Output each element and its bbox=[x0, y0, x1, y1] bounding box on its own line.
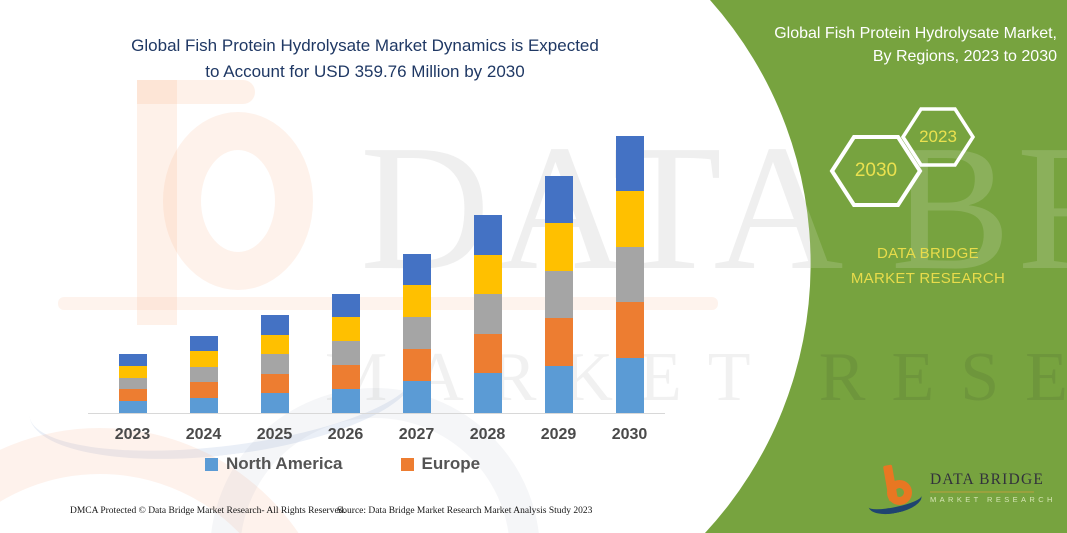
bar-segment-north-america-2024 bbox=[189, 397, 218, 413]
bar-segment-unlabeled-region-yellow-2029 bbox=[544, 223, 573, 271]
bar-column-2026 bbox=[310, 120, 381, 413]
legend-swatch-europe bbox=[400, 457, 414, 471]
bar-column-2023 bbox=[97, 120, 168, 413]
bar-segment-north-america-2029 bbox=[544, 365, 573, 413]
bar-segment-europe-2023 bbox=[118, 389, 147, 402]
bar-segment-north-america-2025 bbox=[260, 393, 289, 413]
logo-divider bbox=[930, 491, 1034, 493]
logo-swoosh-icon bbox=[866, 484, 924, 519]
bar-segment-unlabeled-region-blue-2025 bbox=[260, 315, 289, 335]
legend-label-north-america: North America bbox=[226, 454, 343, 473]
bar-column-2030 bbox=[594, 120, 665, 413]
bar-segment-unlabeled-region-blue-2030 bbox=[615, 136, 644, 192]
bar-stack-2023 bbox=[118, 354, 147, 413]
bar-segment-unlabeled-region-yellow-2024 bbox=[189, 351, 218, 367]
hexagon-year-2023: 2023 bbox=[919, 127, 957, 146]
bar-segment-unlabeled-region-gray-2030 bbox=[615, 246, 644, 303]
bar-segment-north-america-2023 bbox=[118, 401, 147, 413]
bar-segment-north-america-2027 bbox=[402, 381, 431, 413]
bar-segment-unlabeled-region-yellow-2023 bbox=[118, 365, 147, 378]
bar-segment-unlabeled-region-gray-2024 bbox=[189, 366, 218, 382]
x-axis-label-2024: 2024 bbox=[185, 426, 222, 443]
chart-title: Global Fish Protein Hydrolysate Market D… bbox=[55, 33, 675, 85]
panel-title-line1: Global Fish Protein Hydrolysate Market, bbox=[774, 25, 1057, 42]
bar-segment-unlabeled-region-blue-2023 bbox=[118, 354, 147, 366]
chart-title-line2: to Account for USD 359.76 Million by 203… bbox=[205, 62, 525, 81]
bar-segment-unlabeled-region-gray-2025 bbox=[260, 354, 289, 374]
bar-stack-2026 bbox=[331, 293, 360, 413]
bar-segment-unlabeled-region-gray-2027 bbox=[402, 317, 431, 350]
legend: North America Europe bbox=[205, 454, 480, 474]
footer-source: Source: Data Bridge Market Research Mark… bbox=[337, 506, 593, 516]
bar-segment-europe-2025 bbox=[260, 373, 289, 394]
hexagon-year-2030: 2030 bbox=[854, 160, 898, 181]
bar-segment-north-america-2028 bbox=[473, 373, 502, 413]
bar-column-2027 bbox=[381, 120, 452, 413]
bar-segment-unlabeled-region-gray-2023 bbox=[118, 377, 147, 390]
bar-segment-unlabeled-region-blue-2026 bbox=[331, 293, 360, 318]
logo-b-icon bbox=[866, 463, 926, 519]
logo-text: DATA BRIDGE MARKET RESEARCH bbox=[930, 471, 1056, 504]
bar-stack-2027 bbox=[402, 253, 431, 413]
bar-segment-europe-2029 bbox=[544, 318, 573, 366]
bar-segment-unlabeled-region-blue-2028 bbox=[473, 215, 502, 255]
panel-brand-text: DATA BRIDGE MARKET RESEARCH bbox=[850, 245, 1006, 287]
x-axis-label-2027: 2027 bbox=[398, 426, 435, 443]
bar-column-2025 bbox=[239, 120, 310, 413]
bar-segment-north-america-2030 bbox=[615, 357, 644, 413]
bar-segment-unlabeled-region-yellow-2030 bbox=[615, 191, 644, 247]
bar-stack-2025 bbox=[260, 315, 289, 413]
bar-segment-europe-2030 bbox=[615, 302, 644, 358]
bar-segment-unlabeled-region-yellow-2027 bbox=[402, 285, 431, 318]
bar-stack-2024 bbox=[189, 335, 218, 413]
plot-columns bbox=[97, 120, 665, 413]
bar-segment-unlabeled-region-blue-2024 bbox=[189, 335, 218, 351]
bar-segment-unlabeled-region-gray-2029 bbox=[544, 270, 573, 318]
x-axis-labels: 2023 2024 2025 2026 2027 2028 2029 2030 bbox=[97, 426, 665, 444]
x-axis-label-2026: 2026 bbox=[327, 426, 364, 443]
x-axis-label-2029: 2029 bbox=[540, 426, 577, 443]
panel-title: Global Fish Protein Hydrolysate Market, … bbox=[722, 22, 1057, 68]
bar-column-2029 bbox=[523, 120, 594, 413]
bar-segment-europe-2026 bbox=[331, 365, 360, 390]
bar-column-2024 bbox=[168, 120, 239, 413]
bar-segment-unlabeled-region-gray-2028 bbox=[473, 294, 502, 334]
bar-segment-unlabeled-region-gray-2026 bbox=[331, 341, 360, 366]
legend-item-north-america: North America bbox=[205, 454, 343, 474]
bar-stack-2028 bbox=[473, 215, 502, 413]
x-axis-line bbox=[88, 413, 665, 414]
bar-segment-north-america-2026 bbox=[331, 389, 360, 413]
bar-segment-unlabeled-region-yellow-2025 bbox=[260, 334, 289, 355]
x-axis-label-2028: 2028 bbox=[469, 426, 506, 443]
panel-title-line2: By Regions, 2023 to 2030 bbox=[872, 48, 1057, 65]
legend-item-europe: Europe bbox=[400, 454, 481, 474]
chart-title-line1: Global Fish Protein Hydrolysate Market D… bbox=[131, 36, 599, 55]
bar-segment-unlabeled-region-blue-2027 bbox=[402, 253, 431, 286]
bar-stack-2029 bbox=[544, 175, 573, 413]
bar-segment-unlabeled-region-blue-2029 bbox=[544, 175, 573, 223]
x-axis-label-2023: 2023 bbox=[114, 426, 151, 443]
logo-brand-name: DATA BRIDGE bbox=[930, 471, 1045, 488]
bar-segment-europe-2028 bbox=[473, 333, 502, 374]
x-axis-label-2030: 2030 bbox=[611, 426, 648, 443]
x-axis-label-2025: 2025 bbox=[256, 426, 293, 443]
bar-column-2028 bbox=[452, 120, 523, 413]
company-logo: DATA BRIDGE MARKET RESEARCH bbox=[866, 463, 1056, 521]
footer-copyright: DMCA Protected © Data Bridge Market Rese… bbox=[70, 506, 346, 516]
legend-swatch-north-america bbox=[205, 457, 218, 471]
logo-subtitle: MARKET RESEARCH bbox=[930, 494, 1056, 504]
bar-segment-europe-2024 bbox=[189, 382, 218, 398]
bar-segment-europe-2027 bbox=[402, 349, 431, 382]
bar-stack-2030 bbox=[615, 136, 644, 413]
bar-segment-unlabeled-region-yellow-2026 bbox=[331, 317, 360, 342]
legend-label-europe: Europe bbox=[421, 454, 481, 473]
bar-segment-unlabeled-region-yellow-2028 bbox=[473, 254, 502, 295]
